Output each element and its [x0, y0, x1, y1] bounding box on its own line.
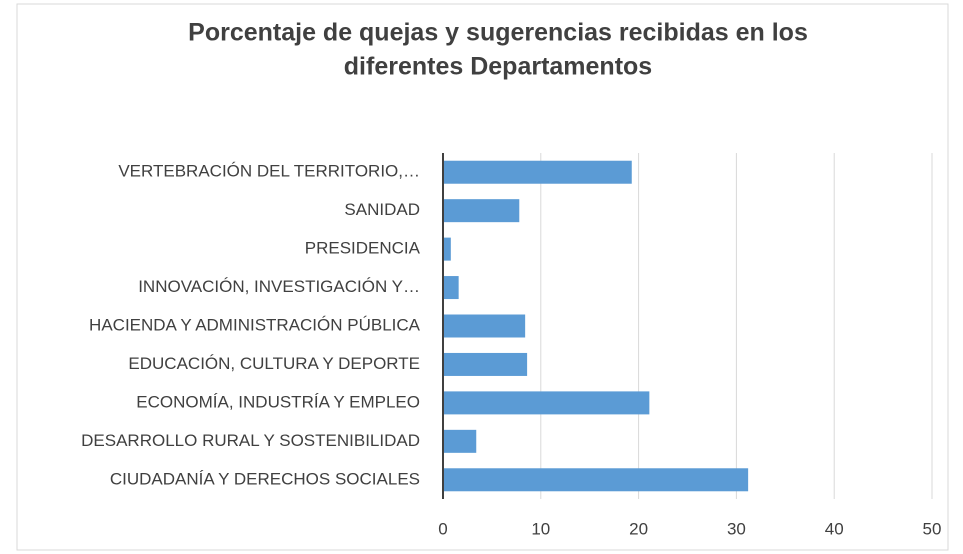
bar	[443, 237, 451, 261]
y-tick-label: VERTEBRACIÓN DEL TERRITORIO,…	[118, 162, 420, 181]
x-tick-label: 20	[629, 519, 648, 538]
x-tick-label: 10	[531, 519, 550, 538]
x-tick-label: 50	[923, 519, 942, 538]
chart-title: diferentes Departamentos	[344, 53, 652, 81]
bar	[443, 429, 477, 453]
bar	[443, 199, 520, 223]
bar	[443, 160, 632, 184]
chart-border	[16, 3, 949, 551]
y-tick-label: ECONOMÍA, INDUSTRÍA Y EMPLEO	[136, 392, 420, 411]
x-tick-label: 30	[727, 519, 746, 538]
bar	[443, 352, 528, 376]
chart-title: Porcentaje de quejas y sugerencias recib…	[188, 19, 808, 47]
y-tick-label: SANIDAD	[344, 200, 420, 219]
bar	[443, 391, 650, 415]
x-tick-label: 40	[825, 519, 844, 538]
y-tick-label: PRESIDENCIA	[305, 239, 421, 258]
x-tick-label: 0	[438, 519, 447, 538]
bar	[443, 468, 749, 492]
y-tick-label: DESARROLLO RURAL Y SOSTENIBILIDAD	[81, 431, 420, 450]
bar	[443, 276, 459, 300]
y-tick-label: HACIENDA Y ADMINISTRACIÓN PÚBLICA	[89, 315, 421, 334]
y-tick-label: CIUDADANÍA Y DERECHOS SOCIALES	[110, 469, 420, 488]
y-tick-label: INNOVACIÓN, INVESTIGACIÓN Y…	[138, 277, 420, 296]
y-tick-label: EDUCACIÓN, CULTURA Y DEPORTE	[128, 354, 420, 373]
bar	[443, 314, 526, 338]
